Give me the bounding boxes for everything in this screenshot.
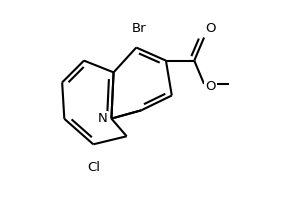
Text: Cl: Cl [87, 161, 100, 174]
Text: O: O [206, 22, 216, 35]
Text: Br: Br [132, 22, 147, 35]
Text: N: N [98, 112, 107, 125]
Text: O: O [206, 80, 216, 93]
